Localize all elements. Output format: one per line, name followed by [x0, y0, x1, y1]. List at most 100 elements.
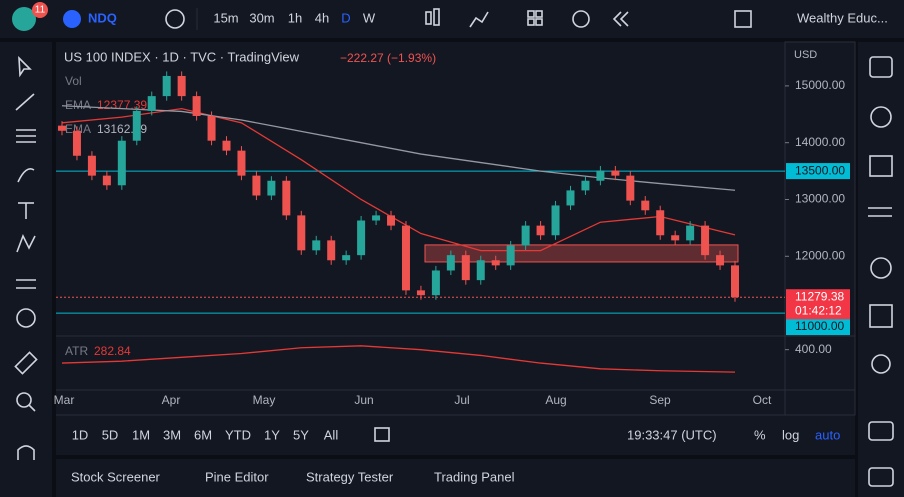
range-button[interactable]: 6M	[194, 427, 212, 442]
last-price: 11279.38	[795, 289, 844, 303]
toolbar-icons	[425, 8, 752, 28]
atr-label: ATR	[65, 344, 88, 358]
ema-label: EMA	[65, 122, 91, 136]
price-change: −222.27 (−1.93%)	[340, 51, 436, 65]
month-label: Sep	[649, 393, 671, 407]
drawing-tools	[14, 55, 38, 460]
candle-body	[372, 215, 381, 221]
interval[interactable]: 1h	[288, 10, 302, 25]
atr-line	[61, 345, 736, 373]
symbol[interactable]: NDQ	[88, 10, 117, 25]
date-range-icon[interactable]	[374, 427, 390, 442]
level-label: 11000.00	[795, 319, 844, 333]
interval[interactable]: D	[341, 10, 350, 25]
candle-body	[716, 255, 725, 266]
candle-body	[297, 215, 306, 251]
candle-body	[147, 96, 156, 111]
y-tick-label: 12000.00	[795, 248, 845, 262]
range-button[interactable]: All	[324, 427, 339, 442]
candle-body	[566, 190, 575, 206]
candle-body	[626, 175, 635, 201]
ema-label: EMA	[65, 98, 91, 112]
candle-body	[237, 150, 246, 176]
add-symbol[interactable]	[165, 9, 185, 29]
range-button[interactable]: YTD	[225, 427, 251, 442]
candle-body	[476, 260, 485, 281]
range-button[interactable]: 1M	[132, 427, 150, 442]
auto-toggle[interactable]: auto	[815, 427, 840, 442]
badge	[32, 2, 48, 18]
countdown: 01:42:12	[795, 303, 842, 317]
clock: 19:33:47 (UTC)	[627, 427, 717, 442]
panel-tab[interactable]: Strategy Tester	[306, 469, 394, 484]
price-scale	[784, 41, 856, 416]
chart-title: US 100 INDEX · 1D · TVC · TradingView	[64, 49, 300, 64]
top-toolbar	[0, 0, 904, 38]
level-badge	[786, 319, 850, 336]
candle-body	[222, 140, 231, 151]
candle-body	[162, 75, 171, 97]
candle-body	[611, 170, 620, 176]
candle-body	[731, 265, 739, 298]
month-label: Jul	[454, 393, 469, 407]
account-name[interactable]: Wealthy Educ...	[797, 10, 888, 25]
candle-body	[446, 255, 455, 271]
symbol-icon	[63, 10, 81, 28]
candle-body	[267, 180, 276, 196]
candle-body	[491, 260, 500, 266]
candle-body	[102, 175, 111, 186]
candle-body	[387, 215, 396, 226]
candle-body	[431, 270, 440, 296]
vol-label: Vol	[65, 74, 82, 88]
panel-tab[interactable]: Trading Panel	[434, 469, 515, 484]
interval[interactable]: 4h	[315, 10, 329, 25]
candle-body	[506, 245, 515, 266]
log-toggle[interactable]: log	[782, 427, 799, 442]
interval[interactable]: 15m	[213, 10, 238, 25]
range-button[interactable]: 5Y	[293, 427, 309, 442]
atr-value: 282.84	[94, 344, 131, 358]
candle-body	[686, 225, 695, 241]
interval[interactable]: W	[363, 10, 376, 25]
avatar[interactable]	[12, 7, 36, 31]
percent-toggle[interactable]: %	[754, 427, 766, 442]
range-button[interactable]: 1D	[72, 427, 89, 442]
candle-body	[312, 240, 321, 251]
candle-body	[701, 225, 710, 256]
ema-line	[61, 105, 736, 191]
candle-body	[132, 110, 141, 141]
candle-body	[252, 175, 261, 196]
candle-body	[641, 200, 650, 211]
range-button[interactable]: 5D	[102, 427, 119, 442]
candle-body	[207, 115, 216, 141]
panel-tab[interactable]: Pine Editor	[205, 469, 269, 484]
right-icons	[868, 56, 894, 487]
panel-tab[interactable]: Stock Screener	[71, 469, 161, 484]
left-toolbar	[0, 42, 52, 497]
currency[interactable]: USD	[794, 49, 817, 61]
level-label: 13500.00	[795, 163, 845, 177]
range-button[interactable]: 1Y	[264, 427, 280, 442]
candle-body	[342, 255, 351, 261]
level-badge	[786, 163, 850, 180]
right-toolbar	[858, 42, 904, 497]
candle-body	[521, 225, 530, 246]
bottom-tabs	[56, 459, 855, 497]
interval[interactable]: 30m	[249, 10, 274, 25]
candle-body	[536, 225, 545, 236]
atr-tick-label: 400.00	[795, 342, 832, 356]
y-tick-label: 13000.00	[795, 192, 845, 206]
month-label: Oct	[753, 393, 772, 407]
candle-body	[58, 125, 66, 131]
candle-body	[401, 225, 410, 291]
month-label: May	[253, 393, 276, 407]
y-tick-label: 14000.00	[795, 135, 845, 149]
candle-body	[177, 75, 186, 97]
range-button[interactable]: 3M	[163, 427, 181, 442]
candle-body	[117, 140, 126, 186]
badge-count: 11	[35, 5, 46, 16]
candle-body	[461, 255, 470, 281]
candle-body	[656, 210, 665, 236]
month-label: Aug	[545, 393, 566, 407]
